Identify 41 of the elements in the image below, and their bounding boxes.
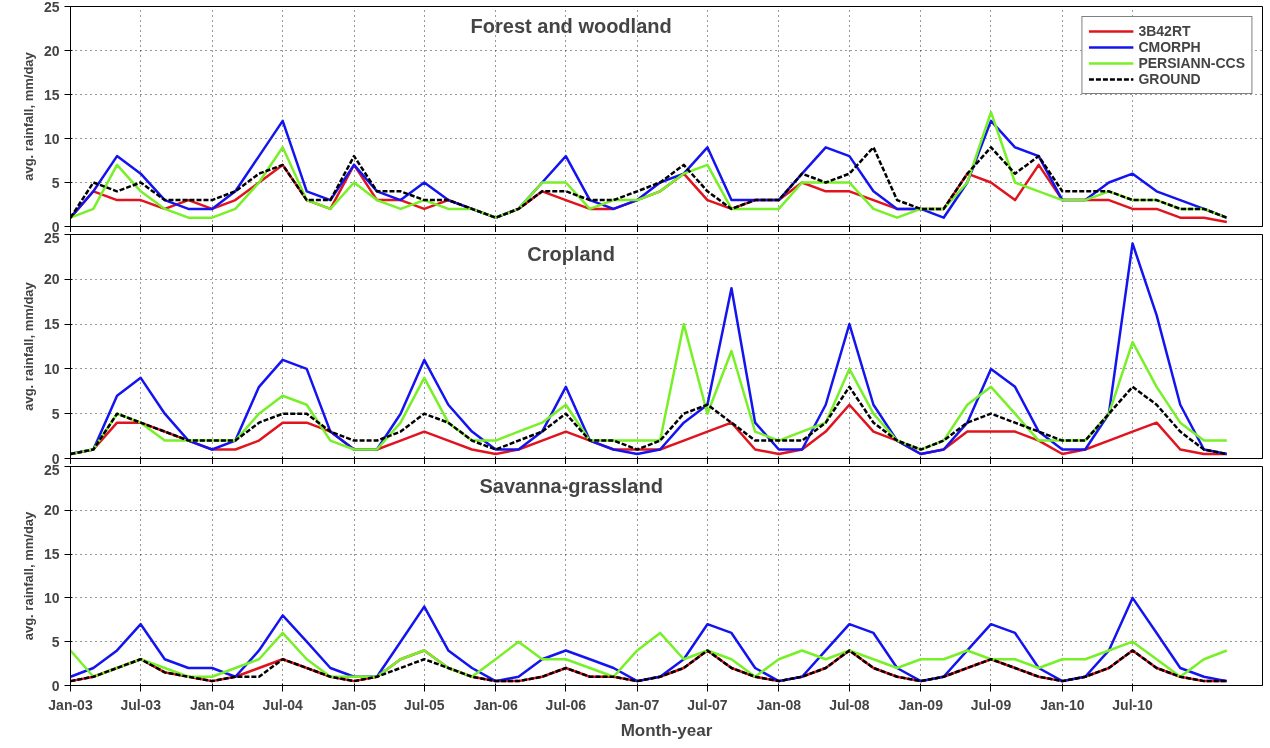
legend-label: GROUND: [1138, 71, 1201, 87]
x-tick-label: Jul-03: [120, 696, 162, 713]
y-tick-label: 20: [43, 271, 60, 288]
legend-label: PERSIANN-CCS: [1138, 55, 1245, 71]
x-tick-label: Jul-08: [829, 696, 870, 713]
y-tick-label: 5: [51, 405, 60, 422]
y-tick-label: 15: [43, 86, 60, 103]
x-tick-label: Jan-03: [48, 696, 93, 713]
y-tick-label: 10: [43, 360, 60, 377]
x-axis-title: Month-year: [620, 720, 713, 740]
y-tick-label: 5: [51, 633, 60, 650]
y-axis-title: avg. rainfall, mm/day: [20, 281, 36, 411]
x-tick-label: Jan-09: [898, 696, 944, 713]
chart-title: Cropland: [527, 243, 616, 266]
y-tick-label: 15: [43, 546, 60, 563]
y-axis-title: avg. rainfall, mm/day: [20, 51, 36, 181]
x-tick-label: Jul-09: [970, 696, 1012, 713]
x-tick-label: Jul-10: [1112, 696, 1153, 713]
x-tick-label: Jul-06: [545, 696, 587, 713]
x-tick-label: Jul-05: [404, 696, 445, 713]
y-tick-label: 5: [51, 174, 60, 191]
x-tick-label: Jan-07: [615, 696, 660, 713]
y-axis-title: avg. rainfall, mm/day: [20, 510, 36, 641]
legend-label: 3B42RT: [1138, 23, 1191, 39]
x-tick-label: Jan-05: [331, 696, 377, 713]
y-tick-label: 25: [43, 0, 60, 15]
x-tick-label: Jan-06: [473, 696, 519, 713]
x-tick-label: Jul-04: [262, 696, 304, 713]
y-tick-label: 10: [43, 130, 60, 147]
y-tick-label: 20: [43, 42, 60, 59]
x-tick-label: Jul-07: [687, 696, 728, 713]
x-tick-label: Jan-08: [756, 696, 802, 713]
chart-title: Forest and woodland: [470, 15, 672, 38]
y-tick-label: 0: [51, 677, 60, 694]
x-tick-label: Jan-10: [1040, 696, 1085, 713]
y-tick-label: 10: [43, 589, 60, 606]
legend-label: CMORPH: [1138, 39, 1201, 55]
chart-title: Savanna-grassland: [479, 475, 663, 498]
y-tick-label: 15: [43, 316, 60, 333]
y-tick-label: 20: [43, 502, 60, 519]
x-tick-label: Jan-04: [189, 696, 235, 713]
